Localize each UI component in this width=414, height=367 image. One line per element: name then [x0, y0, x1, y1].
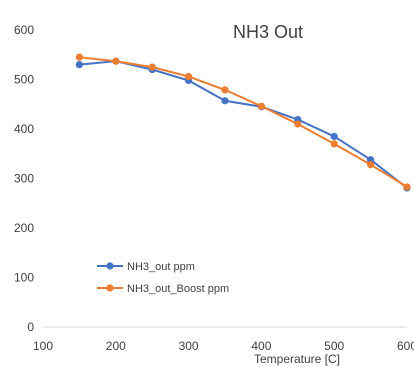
data-point	[75, 53, 83, 61]
series-line-1	[79, 60, 408, 189]
y-tick-label: 500	[14, 73, 34, 87]
data-point	[367, 156, 375, 164]
y-tick-label: 600	[14, 23, 34, 37]
y-tick-label: 0	[27, 320, 34, 334]
legend-marker-1	[106, 262, 114, 270]
data-point	[367, 161, 375, 169]
data-point	[257, 102, 265, 110]
y-tick-label: 200	[14, 221, 34, 235]
data-point	[330, 132, 338, 141]
legend-label-1: NH3_out ppm	[127, 261, 195, 273]
x-axis-title: Temperature [C]	[254, 352, 340, 366]
data-point	[112, 57, 120, 65]
y-tick-label: 300	[14, 172, 34, 186]
data-point	[148, 63, 156, 71]
data-point	[75, 61, 83, 69]
x-tick-label: 500	[324, 339, 344, 353]
data-point	[185, 72, 193, 81]
data-point	[403, 183, 411, 191]
x-tick-label: 100	[33, 339, 53, 353]
legend-label-2: NH3_out_Boost ppm	[127, 283, 229, 295]
legend-marker-2	[106, 284, 114, 292]
data-point	[221, 86, 229, 94]
x-tick-label: 600	[397, 339, 414, 353]
data-point	[221, 97, 229, 105]
data-point	[330, 140, 338, 148]
x-tick-label: 300	[179, 339, 199, 353]
x-tick-label: 400	[251, 339, 271, 353]
data-point	[294, 120, 302, 128]
y-tick-label: 400	[14, 122, 34, 136]
chart-title: NH3 Out	[233, 22, 303, 42]
series-line-2	[79, 56, 408, 188]
x-tick-label: 200	[106, 339, 126, 353]
y-tick-label: 100	[14, 271, 34, 285]
